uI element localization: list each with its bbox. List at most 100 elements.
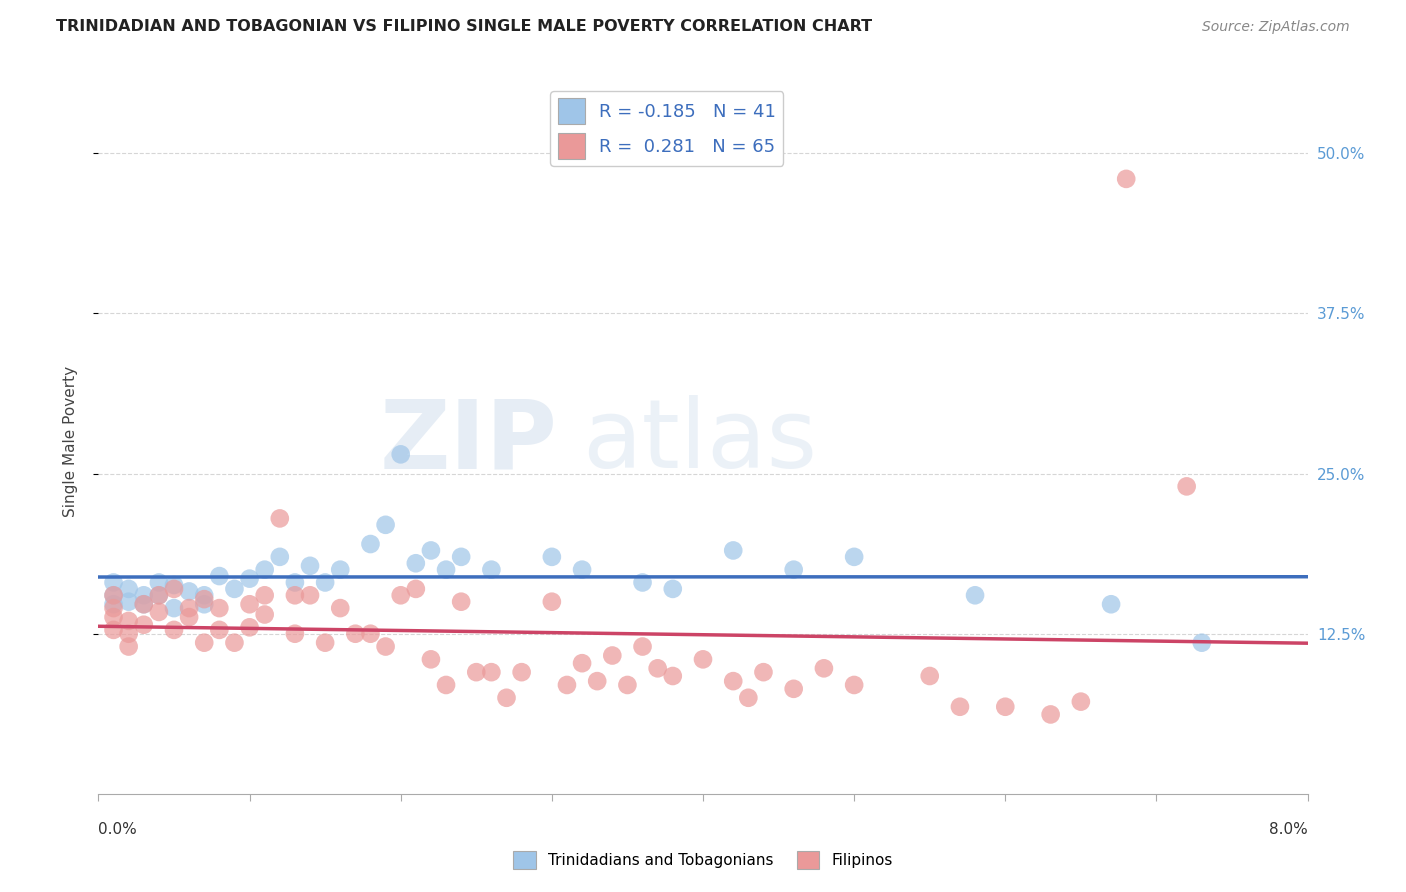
Point (163, 582, 186, 596)
Text: ZIP: ZIP (380, 395, 558, 488)
Point (918, 669, 941, 683)
Point (495, 690, 517, 705)
Point (253, 563, 276, 577)
Point (118, 640, 141, 654)
Point (434, 563, 457, 577)
Point (253, 588, 276, 602)
Point (389, 447, 412, 461)
Point (723, 674, 745, 689)
Point (692, 652, 714, 666)
Point (450, 549, 472, 564)
Point (103, 575, 125, 590)
Point (360, 626, 382, 640)
Legend: Trinidadians and Tobagonians, Filipinos: Trinidadians and Tobagonians, Filipinos (506, 845, 900, 875)
Point (481, 563, 503, 577)
Point (1070, 695, 1092, 709)
Point (647, 661, 669, 675)
Point (586, 674, 609, 689)
Point (269, 549, 291, 564)
Point (994, 699, 1017, 714)
Point (965, 588, 987, 602)
Point (103, 623, 125, 637)
Text: atlas: atlas (582, 395, 817, 488)
Text: 0.0%: 0.0% (98, 822, 138, 837)
Legend: R = -0.185   N = 41, R =  0.281   N = 65: R = -0.185 N = 41, R = 0.281 N = 65 (550, 91, 783, 166)
Point (783, 681, 806, 696)
Point (299, 558, 322, 573)
Point (314, 636, 336, 650)
Point (208, 601, 231, 615)
Point (103, 597, 125, 611)
Point (844, 549, 866, 564)
Point (224, 582, 246, 596)
Point (844, 678, 866, 692)
Point (193, 588, 215, 602)
Point (571, 656, 593, 670)
Point (949, 699, 972, 714)
Point (1099, 597, 1122, 611)
Point (163, 578, 186, 592)
Point (481, 665, 503, 680)
Point (103, 588, 125, 602)
Point (420, 543, 443, 558)
Point (118, 595, 141, 609)
Point (434, 678, 457, 692)
Point (616, 678, 638, 692)
Point (631, 640, 654, 654)
Point (752, 665, 775, 680)
Text: TRINIDADIAN AND TOBAGONIAN VS FILIPINO SINGLE MALE POVERTY CORRELATION CHART: TRINIDADIAN AND TOBAGONIAN VS FILIPINO S… (56, 20, 872, 34)
Point (602, 648, 624, 663)
Point (374, 640, 396, 654)
Point (284, 588, 307, 602)
Point (450, 595, 472, 609)
Y-axis label: Single Male Poverty: Single Male Poverty (63, 366, 77, 517)
Point (555, 678, 578, 692)
Point (103, 588, 125, 602)
Point (1115, 172, 1137, 186)
Point (208, 569, 231, 583)
Point (420, 652, 443, 666)
Point (103, 601, 125, 615)
Point (193, 597, 215, 611)
Point (737, 690, 759, 705)
Point (1191, 636, 1213, 650)
Point (163, 601, 186, 615)
Point (662, 582, 685, 596)
Point (723, 543, 745, 558)
Point (389, 588, 412, 602)
Point (783, 563, 806, 577)
Point (269, 511, 291, 525)
Point (132, 597, 155, 611)
Point (148, 588, 170, 602)
Point (132, 588, 155, 602)
Point (208, 623, 231, 637)
Text: Source: ZipAtlas.com: Source: ZipAtlas.com (1202, 21, 1350, 34)
Point (631, 575, 654, 590)
Point (1039, 707, 1062, 722)
Point (193, 592, 215, 607)
Point (224, 636, 246, 650)
Point (360, 537, 382, 551)
Point (571, 563, 593, 577)
Point (148, 588, 170, 602)
Point (662, 669, 685, 683)
Point (118, 626, 141, 640)
Point (465, 665, 488, 680)
Point (239, 572, 262, 586)
Point (541, 549, 564, 564)
Point (541, 595, 564, 609)
Point (253, 607, 276, 622)
Point (344, 626, 367, 640)
Point (510, 665, 533, 680)
Point (329, 563, 352, 577)
Point (179, 584, 201, 599)
Point (132, 597, 155, 611)
Point (1175, 479, 1198, 493)
Point (148, 575, 170, 590)
Point (239, 620, 262, 634)
Text: 8.0%: 8.0% (1268, 822, 1308, 837)
Point (284, 626, 307, 640)
Point (299, 588, 322, 602)
Point (103, 610, 125, 624)
Point (329, 601, 352, 615)
